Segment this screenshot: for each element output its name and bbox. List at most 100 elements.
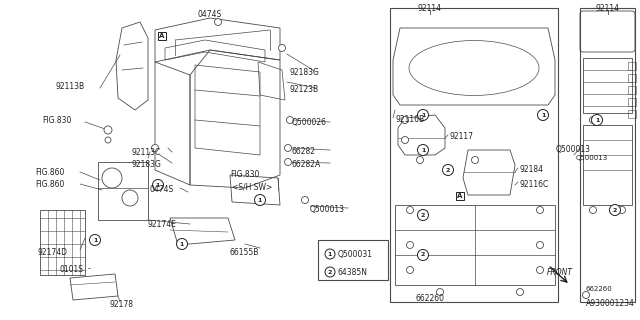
- Circle shape: [436, 289, 444, 295]
- Text: 662260: 662260: [415, 294, 444, 303]
- Text: 1: 1: [156, 182, 160, 188]
- Circle shape: [472, 156, 479, 164]
- Circle shape: [255, 195, 266, 205]
- Text: Q500013: Q500013: [310, 205, 345, 214]
- Text: 92174D: 92174D: [38, 248, 68, 257]
- Text: 92174E: 92174E: [148, 220, 177, 229]
- Text: 1: 1: [541, 113, 545, 117]
- Text: 64385N: 64385N: [338, 268, 368, 277]
- Text: 1: 1: [421, 113, 425, 117]
- Text: 66155B: 66155B: [230, 248, 259, 257]
- Bar: [580, 8, 635, 302]
- Circle shape: [536, 206, 543, 213]
- Circle shape: [287, 116, 294, 124]
- Circle shape: [609, 204, 621, 215]
- Circle shape: [618, 206, 625, 213]
- Text: 2: 2: [328, 269, 332, 275]
- Text: FIG.860: FIG.860: [35, 180, 65, 189]
- Text: 92183G: 92183G: [290, 68, 320, 77]
- Text: 92113C: 92113C: [132, 148, 161, 157]
- Circle shape: [104, 126, 112, 134]
- Text: 92113B: 92113B: [55, 82, 84, 91]
- Bar: [628, 62, 636, 70]
- Text: 92117: 92117: [450, 132, 474, 141]
- Circle shape: [589, 116, 596, 124]
- Circle shape: [278, 44, 285, 52]
- Text: 66282: 66282: [292, 147, 316, 156]
- Text: FIG.830: FIG.830: [42, 116, 72, 125]
- Text: Q500013: Q500013: [576, 155, 608, 161]
- Text: 92183G: 92183G: [132, 160, 162, 169]
- Text: 92178: 92178: [110, 300, 134, 309]
- Circle shape: [325, 267, 335, 277]
- Circle shape: [536, 267, 543, 274]
- Circle shape: [538, 109, 548, 121]
- Bar: [390, 8, 558, 302]
- Text: 92116B: 92116B: [395, 115, 424, 124]
- Text: A: A: [458, 193, 463, 199]
- Circle shape: [285, 158, 291, 165]
- Text: A: A: [159, 33, 164, 39]
- Text: 2: 2: [421, 252, 425, 258]
- Text: 662260: 662260: [585, 286, 612, 292]
- Circle shape: [582, 292, 589, 299]
- Text: 92114: 92114: [418, 4, 442, 13]
- Text: 92114: 92114: [596, 4, 620, 13]
- Text: 92184: 92184: [520, 165, 544, 174]
- Circle shape: [90, 235, 100, 245]
- Circle shape: [214, 19, 221, 26]
- Circle shape: [417, 210, 429, 220]
- Circle shape: [152, 145, 159, 151]
- Circle shape: [417, 250, 429, 260]
- Text: A930001234: A930001234: [586, 299, 635, 308]
- Text: 1: 1: [258, 197, 262, 203]
- Circle shape: [591, 115, 602, 125]
- Circle shape: [152, 180, 163, 190]
- Circle shape: [301, 196, 308, 204]
- Circle shape: [589, 206, 596, 213]
- Circle shape: [401, 116, 408, 124]
- Text: <S/H SW>: <S/H SW>: [232, 182, 272, 191]
- Bar: [318, 240, 388, 280]
- Text: FRONT: FRONT: [547, 268, 573, 277]
- Bar: [583, 58, 632, 113]
- Circle shape: [536, 242, 543, 249]
- Circle shape: [401, 137, 408, 143]
- Text: 0474S: 0474S: [150, 185, 174, 194]
- Circle shape: [325, 249, 335, 259]
- Text: FIG.830: FIG.830: [230, 170, 259, 179]
- Circle shape: [406, 206, 413, 213]
- Text: 2: 2: [613, 207, 617, 212]
- Text: 2: 2: [446, 167, 450, 172]
- Bar: [628, 110, 636, 118]
- Circle shape: [417, 156, 424, 164]
- Text: 1: 1: [421, 148, 425, 153]
- Text: 0101S: 0101S: [60, 265, 84, 274]
- Text: 0474S: 0474S: [198, 10, 222, 19]
- Circle shape: [417, 145, 429, 156]
- Circle shape: [177, 238, 188, 250]
- Text: Q500026: Q500026: [292, 118, 327, 127]
- Text: 1: 1: [328, 252, 332, 257]
- Text: 92116C: 92116C: [520, 180, 549, 189]
- Text: 66282A: 66282A: [292, 160, 321, 169]
- Circle shape: [406, 267, 413, 274]
- Bar: [628, 74, 636, 82]
- Text: 1: 1: [595, 117, 599, 123]
- Text: 1: 1: [93, 237, 97, 243]
- Bar: [628, 98, 636, 106]
- Text: 92123B: 92123B: [290, 85, 319, 94]
- Circle shape: [442, 164, 454, 175]
- Text: Q500031: Q500031: [338, 250, 373, 259]
- Circle shape: [285, 145, 291, 151]
- Text: 2: 2: [421, 212, 425, 218]
- Circle shape: [417, 109, 429, 121]
- Bar: [628, 86, 636, 94]
- Circle shape: [406, 242, 413, 249]
- Bar: [583, 125, 632, 205]
- Circle shape: [516, 289, 524, 295]
- Text: FIG.860: FIG.860: [35, 168, 65, 177]
- Circle shape: [105, 137, 111, 143]
- Text: 1: 1: [180, 242, 184, 246]
- Text: Q500013: Q500013: [556, 145, 591, 154]
